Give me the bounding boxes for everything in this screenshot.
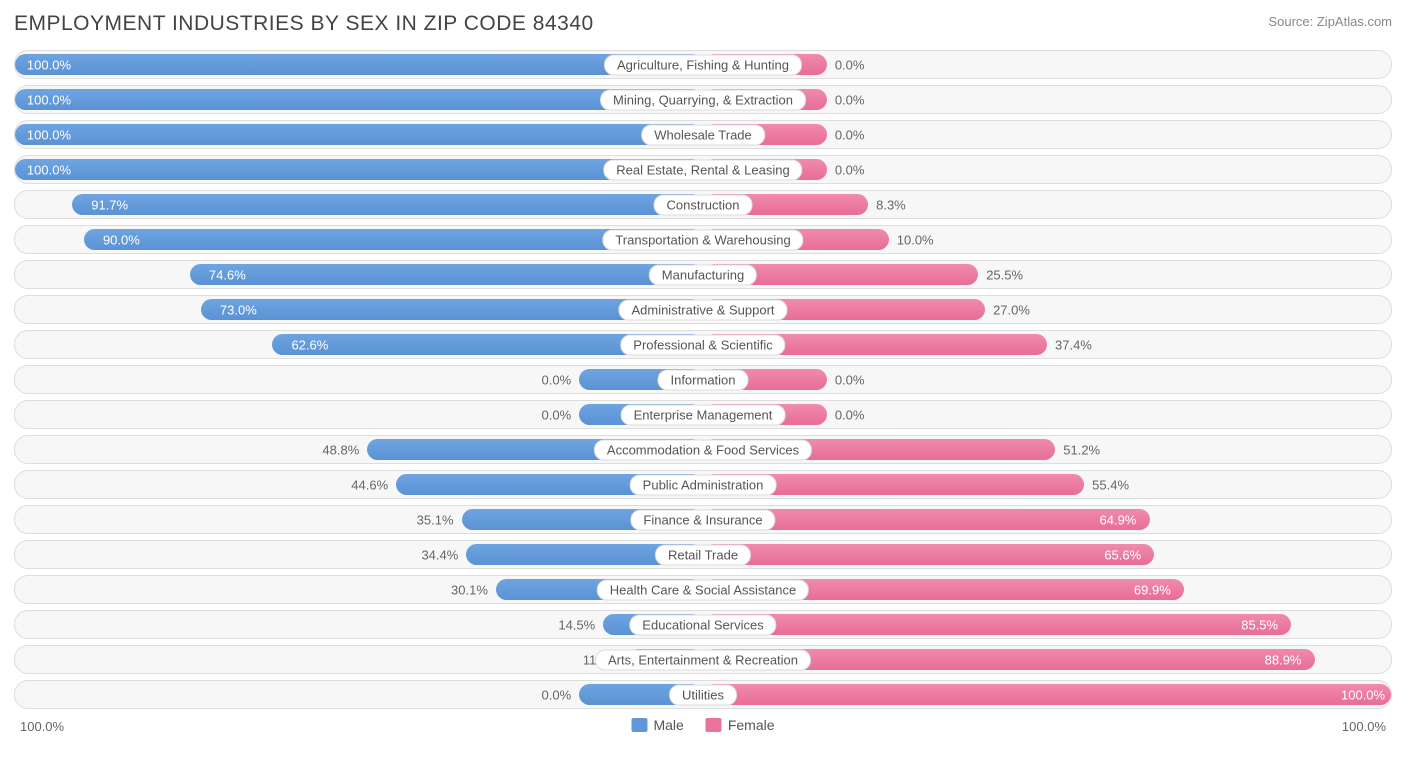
male-bar <box>15 54 703 75</box>
male-percent-label: 100.0% <box>27 162 71 177</box>
category-label: Accommodation & Food Services <box>594 439 812 460</box>
chart-row: 48.8% 51.2% Accommodation & Food Services <box>14 435 1392 464</box>
category-label: Utilities <box>669 684 737 705</box>
chart-title: EMPLOYMENT INDUSTRIES BY SEX IN ZIP CODE… <box>14 12 594 36</box>
male-percent-label: 35.1% <box>417 512 454 527</box>
category-label: Construction <box>654 194 753 215</box>
female-percent-label: 37.4% <box>1055 337 1092 352</box>
chart-row: 100.0% 0.0% Agriculture, Fishing & Hunting <box>14 50 1392 79</box>
category-label: Transportation & Warehousing <box>602 229 803 250</box>
male-percent-label: 0.0% <box>542 372 572 387</box>
female-percent-label: 88.9% <box>1265 652 1302 667</box>
male-percent-label: 14.5% <box>558 617 595 632</box>
category-label: Health Care & Social Assistance <box>597 579 809 600</box>
male-percent-label: 100.0% <box>27 57 71 72</box>
female-percent-label: 0.0% <box>835 162 865 177</box>
male-percent-label: 34.4% <box>421 547 458 562</box>
female-bar <box>703 684 1391 705</box>
female-percent-label: 0.0% <box>835 407 865 422</box>
category-label: Finance & Insurance <box>630 509 775 530</box>
female-bar <box>703 544 1154 565</box>
male-bar <box>190 264 703 285</box>
female-percent-label: 10.0% <box>897 232 934 247</box>
chart-row: 30.1% 69.9% Health Care & Social Assistanc… <box>14 575 1392 604</box>
category-label: Retail Trade <box>655 544 751 565</box>
category-label: Administrative & Support <box>618 299 787 320</box>
chart-row: 11.1%88.9%Arts, Entertainment & Recreati… <box>14 645 1392 674</box>
chart-row: 100.0% 0.0% Real Estate, Rental & Leasing <box>14 155 1392 184</box>
category-label: Enterprise Management <box>621 404 786 425</box>
male-percent-label: 30.1% <box>451 582 488 597</box>
female-percent-label: 0.0% <box>835 92 865 107</box>
male-percent-label: 0.0% <box>542 687 572 702</box>
female-percent-label: 100.0% <box>1341 687 1385 702</box>
male-bar <box>15 124 703 145</box>
female-percent-label: 25.5% <box>986 267 1023 282</box>
male-percent-label: 90.0% <box>103 232 140 247</box>
female-percent-label: 27.0% <box>993 302 1030 317</box>
category-label: Professional & Scientific <box>620 334 785 355</box>
male-percent-label: 73.0% <box>220 302 257 317</box>
category-label: Public Administration <box>630 474 777 495</box>
chart-row: 35.1% 64.9% Finance & Insurance <box>14 505 1392 534</box>
female-percent-label: 8.3% <box>876 197 906 212</box>
category-label: Real Estate, Rental & Leasing <box>603 159 802 180</box>
male-percent-label: 0.0% <box>542 407 572 422</box>
chart-row: 100.0% 0.0% Mining, Quarrying, & Extractio… <box>14 85 1392 114</box>
category-label: Wholesale Trade <box>641 124 765 145</box>
male-percent-label: 48.8% <box>322 442 359 457</box>
chart-row: 14.5% 85.5% Educational Services <box>14 610 1392 639</box>
category-label: Manufacturing <box>649 264 757 285</box>
category-label: Information <box>657 369 748 390</box>
male-percent-label: 91.7% <box>91 197 128 212</box>
category-label: Educational Services <box>629 614 776 635</box>
chart-row: 0.0% 100.0% Utilities <box>14 680 1392 709</box>
female-percent-label: 0.0% <box>835 57 865 72</box>
female-percent-label: 0.0% <box>835 372 865 387</box>
chart-row: 34.4% 65.6% Retail Trade <box>14 540 1392 569</box>
legend-label: Female <box>728 717 775 733</box>
legend-label: Male <box>653 717 683 733</box>
female-percent-label: 0.0% <box>835 127 865 142</box>
male-percent-label: 100.0% <box>27 127 71 142</box>
male-bar <box>72 194 703 215</box>
female-bar <box>703 614 1291 635</box>
female-percent-label: 85.5% <box>1241 617 1278 632</box>
category-label: Arts, Entertainment & Recreation <box>595 649 811 670</box>
chart-row: 91.7% 8.3% Construction <box>14 190 1392 219</box>
chart-row: 0.0% 0.0% Information <box>14 365 1392 394</box>
chart-row: 74.6% 25.5% Manufacturing <box>14 260 1392 289</box>
legend-swatch <box>631 718 647 732</box>
source-attribution: Source: ZipAtlas.com <box>1268 12 1392 29</box>
male-bar <box>15 159 703 180</box>
female-percent-label: 64.9% <box>1100 512 1137 527</box>
chart-legend: Male Female <box>631 717 774 733</box>
female-percent-label: 51.2% <box>1063 442 1100 457</box>
axis-max-left: 100.0% <box>20 719 64 734</box>
category-label: Agriculture, Fishing & Hunting <box>604 54 802 75</box>
chart-row: 90.0% 10.0% Transportation & Warehousing <box>14 225 1392 254</box>
chart-row: 44.6% 55.4% Public Administration <box>14 470 1392 499</box>
male-percent-label: 44.6% <box>351 477 388 492</box>
chart-row: 73.0% 27.0% Administrative & Support <box>14 295 1392 324</box>
female-percent-label: 55.4% <box>1092 477 1129 492</box>
female-percent-label: 69.9% <box>1134 582 1171 597</box>
legend-item: Male <box>631 717 683 733</box>
male-percent-label: 74.6% <box>209 267 246 282</box>
legend-swatch <box>706 718 722 732</box>
male-percent-label: 62.6% <box>291 337 328 352</box>
axis-max-right: 100.0% <box>1342 719 1386 734</box>
chart-row: 0.0% 0.0% Enterprise Management <box>14 400 1392 429</box>
female-percent-label: 65.6% <box>1104 547 1141 562</box>
chart-row: 100.0% 0.0% Wholesale Trade <box>14 120 1392 149</box>
legend-item: Female <box>706 717 775 733</box>
diverging-bar-chart: 100.0% 0.0% Agriculture, Fishing & Hunting… <box>14 50 1392 709</box>
category-label: Mining, Quarrying, & Extraction <box>600 89 806 110</box>
chart-row: 62.6% 37.4% Professional & Scientific <box>14 330 1392 359</box>
male-percent-label: 100.0% <box>27 92 71 107</box>
